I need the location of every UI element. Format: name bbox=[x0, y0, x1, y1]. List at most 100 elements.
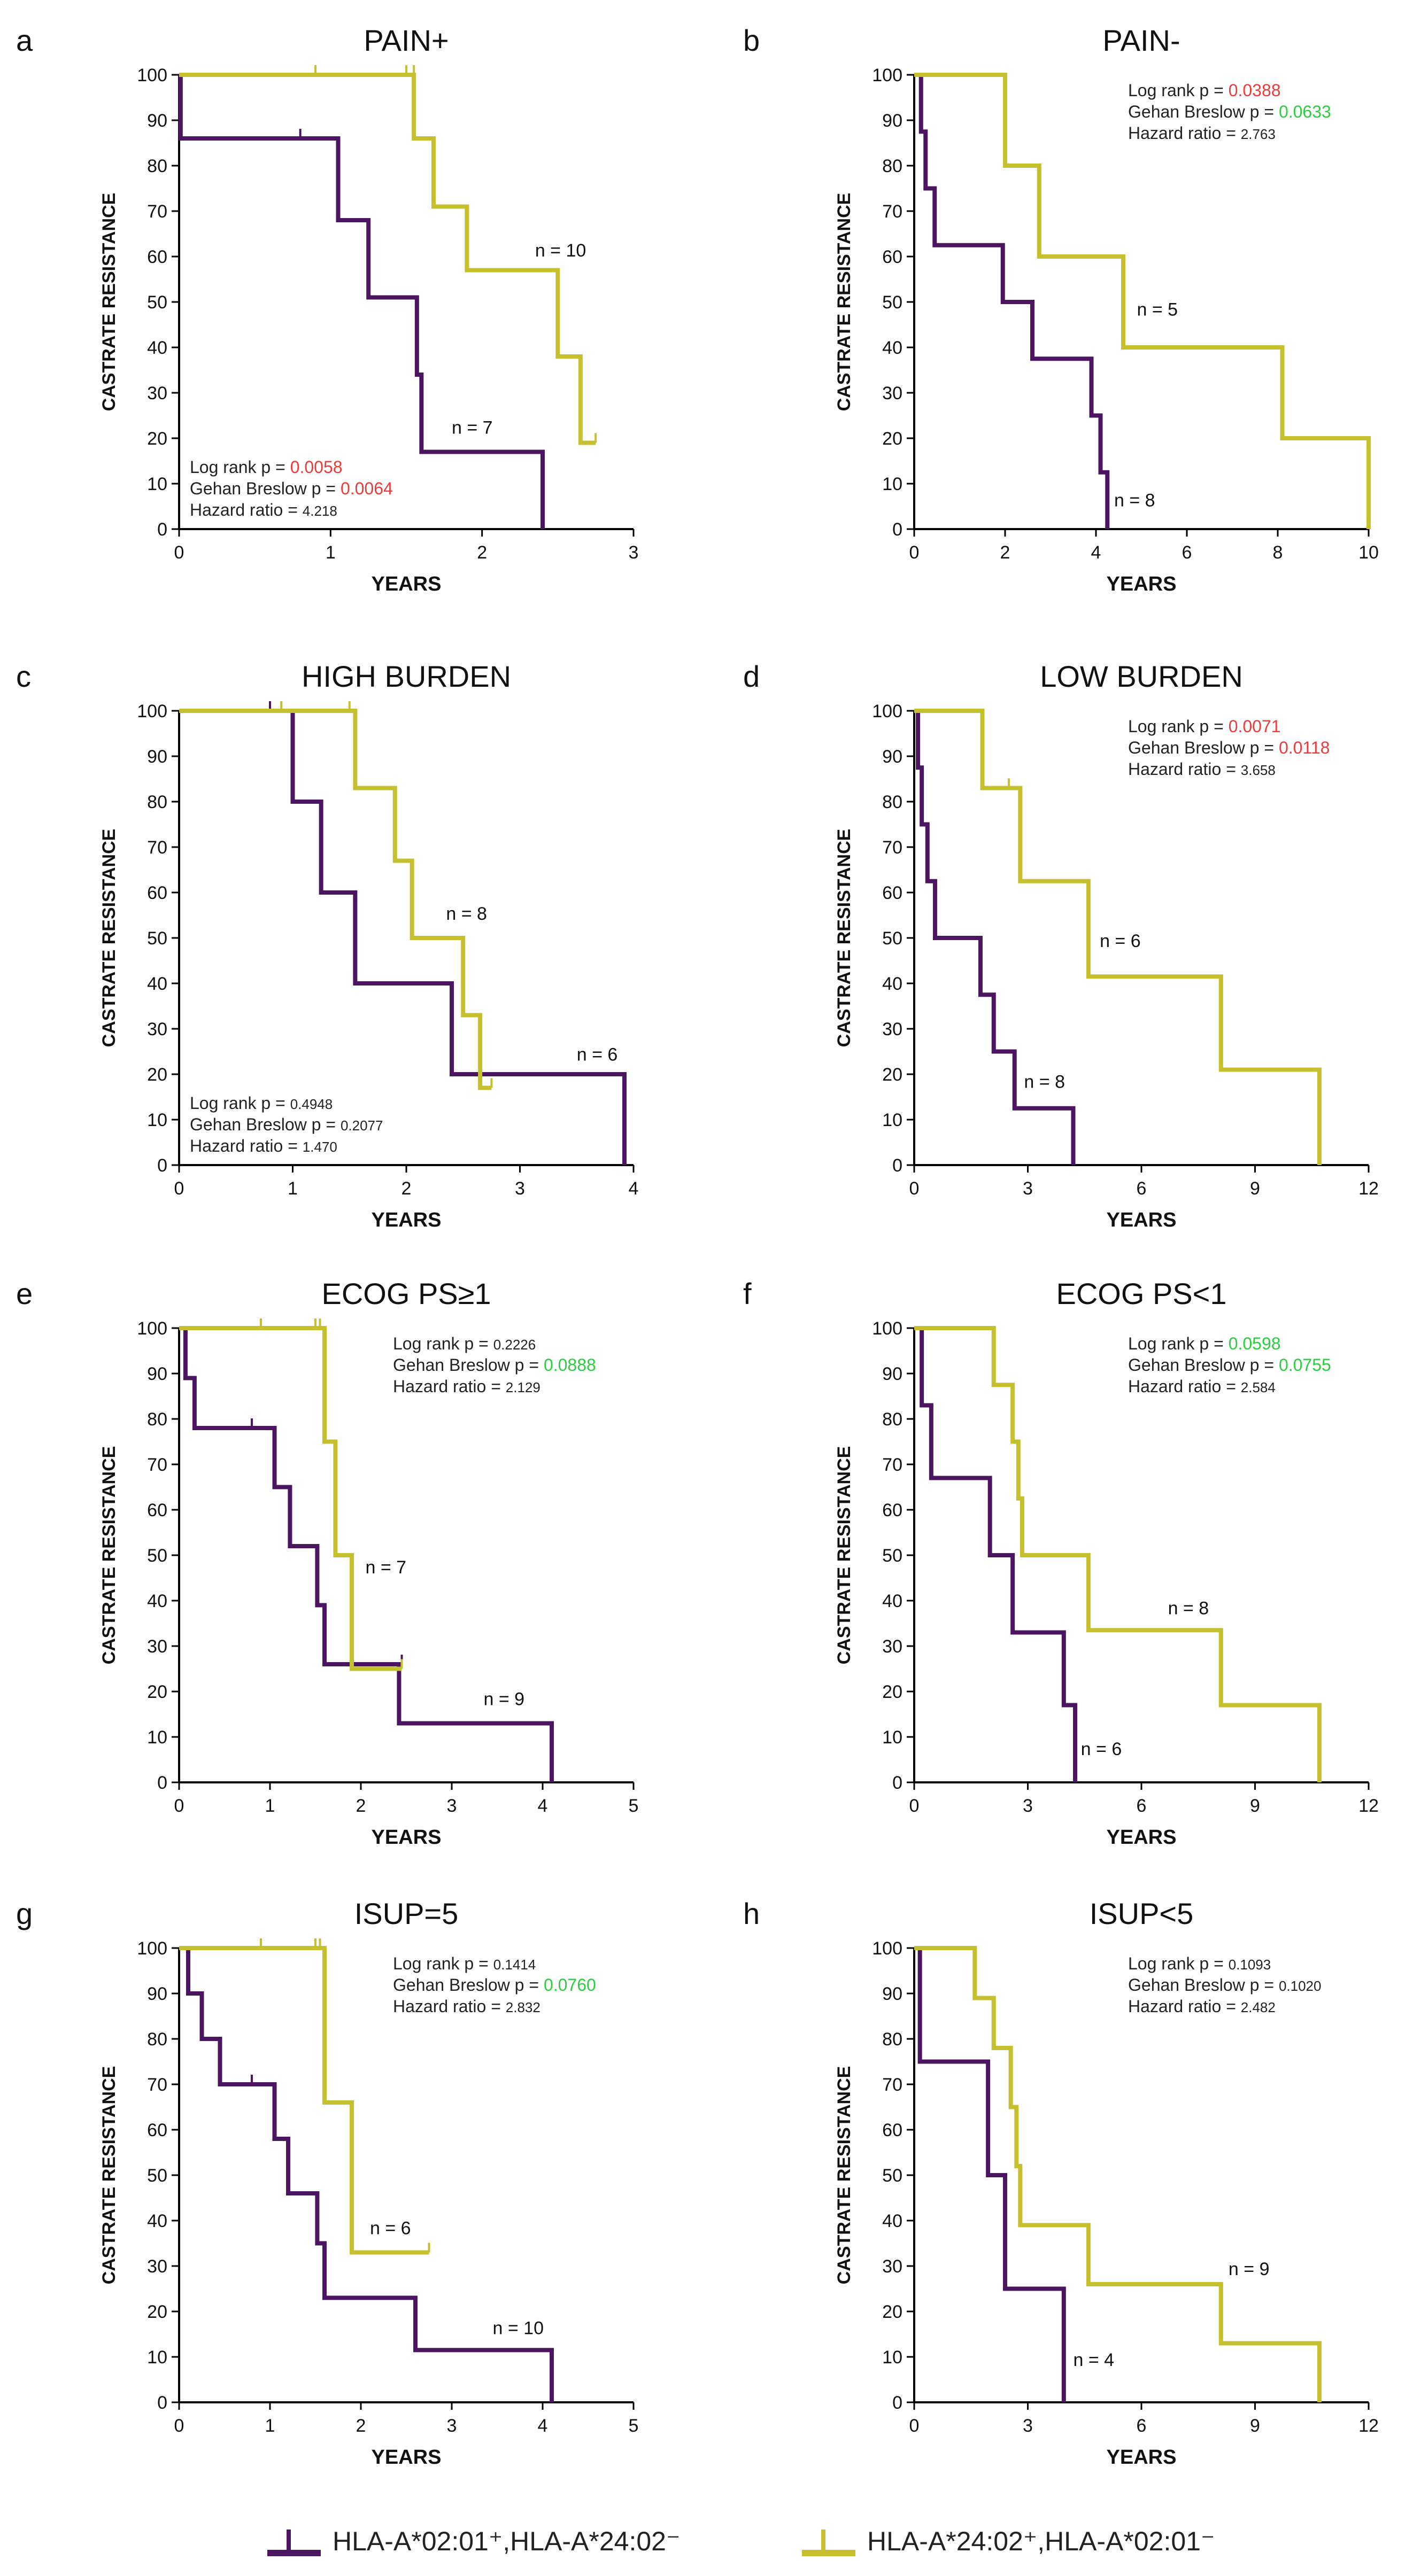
x-tick-label: 5 bbox=[629, 2416, 639, 2436]
y-tick-label: 10 bbox=[147, 2347, 167, 2368]
stat-line: Hazard ratio = 2.584 bbox=[1128, 1377, 1276, 1396]
y-tick-label: 20 bbox=[147, 1682, 167, 1702]
y-tick-label: 10 bbox=[882, 2347, 902, 2368]
y-tick-label: 80 bbox=[882, 2029, 902, 2050]
stat-value: 0.0058 bbox=[290, 457, 343, 477]
x-tick-label: 1 bbox=[288, 1178, 298, 1199]
chart-title: ISUP<5 bbox=[1090, 1897, 1194, 1930]
y-tick-label: 80 bbox=[147, 1409, 167, 1430]
y-tick-label: 0 bbox=[157, 1773, 167, 1793]
stat-label: Log rank p = bbox=[393, 1954, 493, 1973]
series-line-purple bbox=[914, 73, 1110, 529]
stat-line: Hazard ratio = 2.763 bbox=[1128, 123, 1276, 143]
stat-line: Log rank p = 0.0071 bbox=[1128, 717, 1281, 736]
x-axis-label: YEARS bbox=[372, 573, 442, 595]
stat-label: Log rank p = bbox=[190, 1093, 290, 1113]
y-tick-label: 30 bbox=[147, 1019, 167, 1039]
series-line-olive bbox=[914, 1326, 1322, 1782]
stat-label: Hazard ratio = bbox=[393, 1377, 506, 1396]
y-tick-label: 100 bbox=[137, 701, 167, 721]
y-tick-label: 60 bbox=[147, 883, 167, 903]
panel-letter: f bbox=[743, 1277, 752, 1310]
chart-panel-f: f ECOG PS<1 0 10 20 30 40 50 60 70 80 90 100 0 3 6 9 12 YE… bbox=[743, 1277, 1379, 1849]
y-tick-label: 40 bbox=[882, 338, 902, 358]
stat-value: 2.832 bbox=[506, 1999, 541, 2015]
x-tick-label: 6 bbox=[1137, 1178, 1147, 1199]
stat-value: 2.584 bbox=[1241, 1379, 1276, 1395]
y-tick-label: 30 bbox=[147, 2256, 167, 2277]
x-tick-label: 0 bbox=[909, 1178, 920, 1199]
x-tick-label: 9 bbox=[1250, 2416, 1260, 2436]
series-line-purple bbox=[914, 1946, 1066, 2402]
stat-line: Gehan Breslow p = 0.2077 bbox=[190, 1115, 383, 1134]
x-tick-label: 4 bbox=[1091, 542, 1101, 563]
stat-value: 0.0388 bbox=[1229, 81, 1281, 100]
stat-line: Log rank p = 0.2226 bbox=[393, 1334, 536, 1353]
stat-line: Gehan Breslow p = 0.0760 bbox=[393, 1975, 596, 1995]
y-tick-label: 80 bbox=[147, 2029, 167, 2050]
y-axis-label: CASTRATE RESISTANCE bbox=[99, 2066, 119, 2285]
chart-panel-h: h ISUP<5 0 10 20 30 40 50 60 70 80 90 100 0 3 6 9 12 YEARS… bbox=[743, 1897, 1379, 2469]
y-tick-label: 40 bbox=[147, 1591, 167, 1611]
stat-label: Log rank p = bbox=[1128, 81, 1229, 100]
stat-line: Hazard ratio = 2.129 bbox=[393, 1377, 541, 1396]
y-tick-label: 50 bbox=[882, 292, 902, 313]
stat-line: Hazard ratio = 3.658 bbox=[1128, 759, 1276, 779]
y-tick-label: 70 bbox=[882, 201, 902, 222]
x-tick-label: 0 bbox=[174, 1178, 184, 1199]
y-tick-label: 0 bbox=[892, 519, 902, 540]
x-tick-label: 12 bbox=[1358, 1796, 1379, 1816]
n-annotation: n = 6 bbox=[1081, 1739, 1122, 1759]
x-tick-label: 12 bbox=[1358, 2416, 1379, 2436]
x-tick-label: 0 bbox=[174, 2416, 184, 2436]
y-tick-label: 100 bbox=[137, 65, 167, 86]
y-tick-label: 100 bbox=[872, 701, 902, 721]
panel-letter: g bbox=[16, 1897, 33, 1930]
series-line-purple bbox=[179, 709, 627, 1165]
n-annotation: n = 7 bbox=[452, 418, 493, 438]
series-line-olive bbox=[179, 1946, 429, 2255]
x-tick-label: 1 bbox=[265, 1796, 275, 1816]
y-tick-label: 50 bbox=[147, 2166, 167, 2186]
n-annotation: n = 8 bbox=[446, 904, 487, 924]
x-tick-label: 1 bbox=[326, 542, 336, 563]
y-tick-label: 100 bbox=[137, 1318, 167, 1339]
stat-value: 0.4948 bbox=[290, 1096, 333, 1112]
x-tick-label: 0 bbox=[909, 2416, 920, 2436]
chart-panel-e: e ECOG PS≥1 0 10 20 30 40 50 60 70 80 90 100 0 1 2 3 4 5 YE… bbox=[16, 1277, 638, 1849]
series-line-olive bbox=[914, 1946, 1322, 2402]
y-tick-label: 10 bbox=[882, 474, 902, 494]
stat-value: 0.0118 bbox=[1279, 738, 1330, 757]
y-tick-label: 0 bbox=[892, 2393, 902, 2413]
y-tick-label: 70 bbox=[147, 837, 167, 858]
series-line-olive bbox=[179, 709, 492, 1090]
stat-line: Log rank p = 0.0058 bbox=[190, 457, 343, 477]
x-axis-label: YEARS bbox=[372, 2446, 442, 2469]
y-axis-label: CASTRATE RESISTANCE bbox=[99, 193, 119, 412]
n-annotation: n = 5 bbox=[1137, 300, 1178, 320]
y-tick-label: 90 bbox=[882, 1364, 902, 1384]
x-tick-label: 0 bbox=[174, 542, 184, 563]
series-line-olive bbox=[179, 73, 596, 445]
y-axis-label: CASTRATE RESISTANCE bbox=[834, 829, 854, 1048]
stat-label: Log rank p = bbox=[1128, 1954, 1229, 1973]
y-tick-label: 50 bbox=[882, 1546, 902, 1566]
y-tick-label: 10 bbox=[147, 1727, 167, 1748]
x-tick-label: 10 bbox=[1358, 542, 1379, 563]
y-tick-label: 100 bbox=[872, 1318, 902, 1339]
n-annotation: n = 10 bbox=[535, 240, 586, 261]
panel-letter: b bbox=[743, 24, 760, 57]
chart-title: LOW BURDEN bbox=[1040, 659, 1243, 693]
stat-line: Gehan Breslow p = 0.0888 bbox=[393, 1355, 596, 1375]
n-annotation: n = 10 bbox=[493, 2318, 544, 2339]
x-axis-label: YEARS bbox=[1107, 1209, 1177, 1231]
y-tick-label: 40 bbox=[147, 974, 167, 994]
x-tick-label: 0 bbox=[909, 542, 920, 563]
y-tick-label: 90 bbox=[882, 747, 902, 767]
y-tick-label: 10 bbox=[882, 1727, 902, 1748]
y-tick-label: 50 bbox=[147, 928, 167, 949]
y-tick-label: 40 bbox=[882, 1591, 902, 1611]
n-annotation: n = 9 bbox=[484, 1689, 525, 1710]
stat-value: 2.129 bbox=[506, 1379, 541, 1395]
y-tick-label: 80 bbox=[882, 792, 902, 812]
